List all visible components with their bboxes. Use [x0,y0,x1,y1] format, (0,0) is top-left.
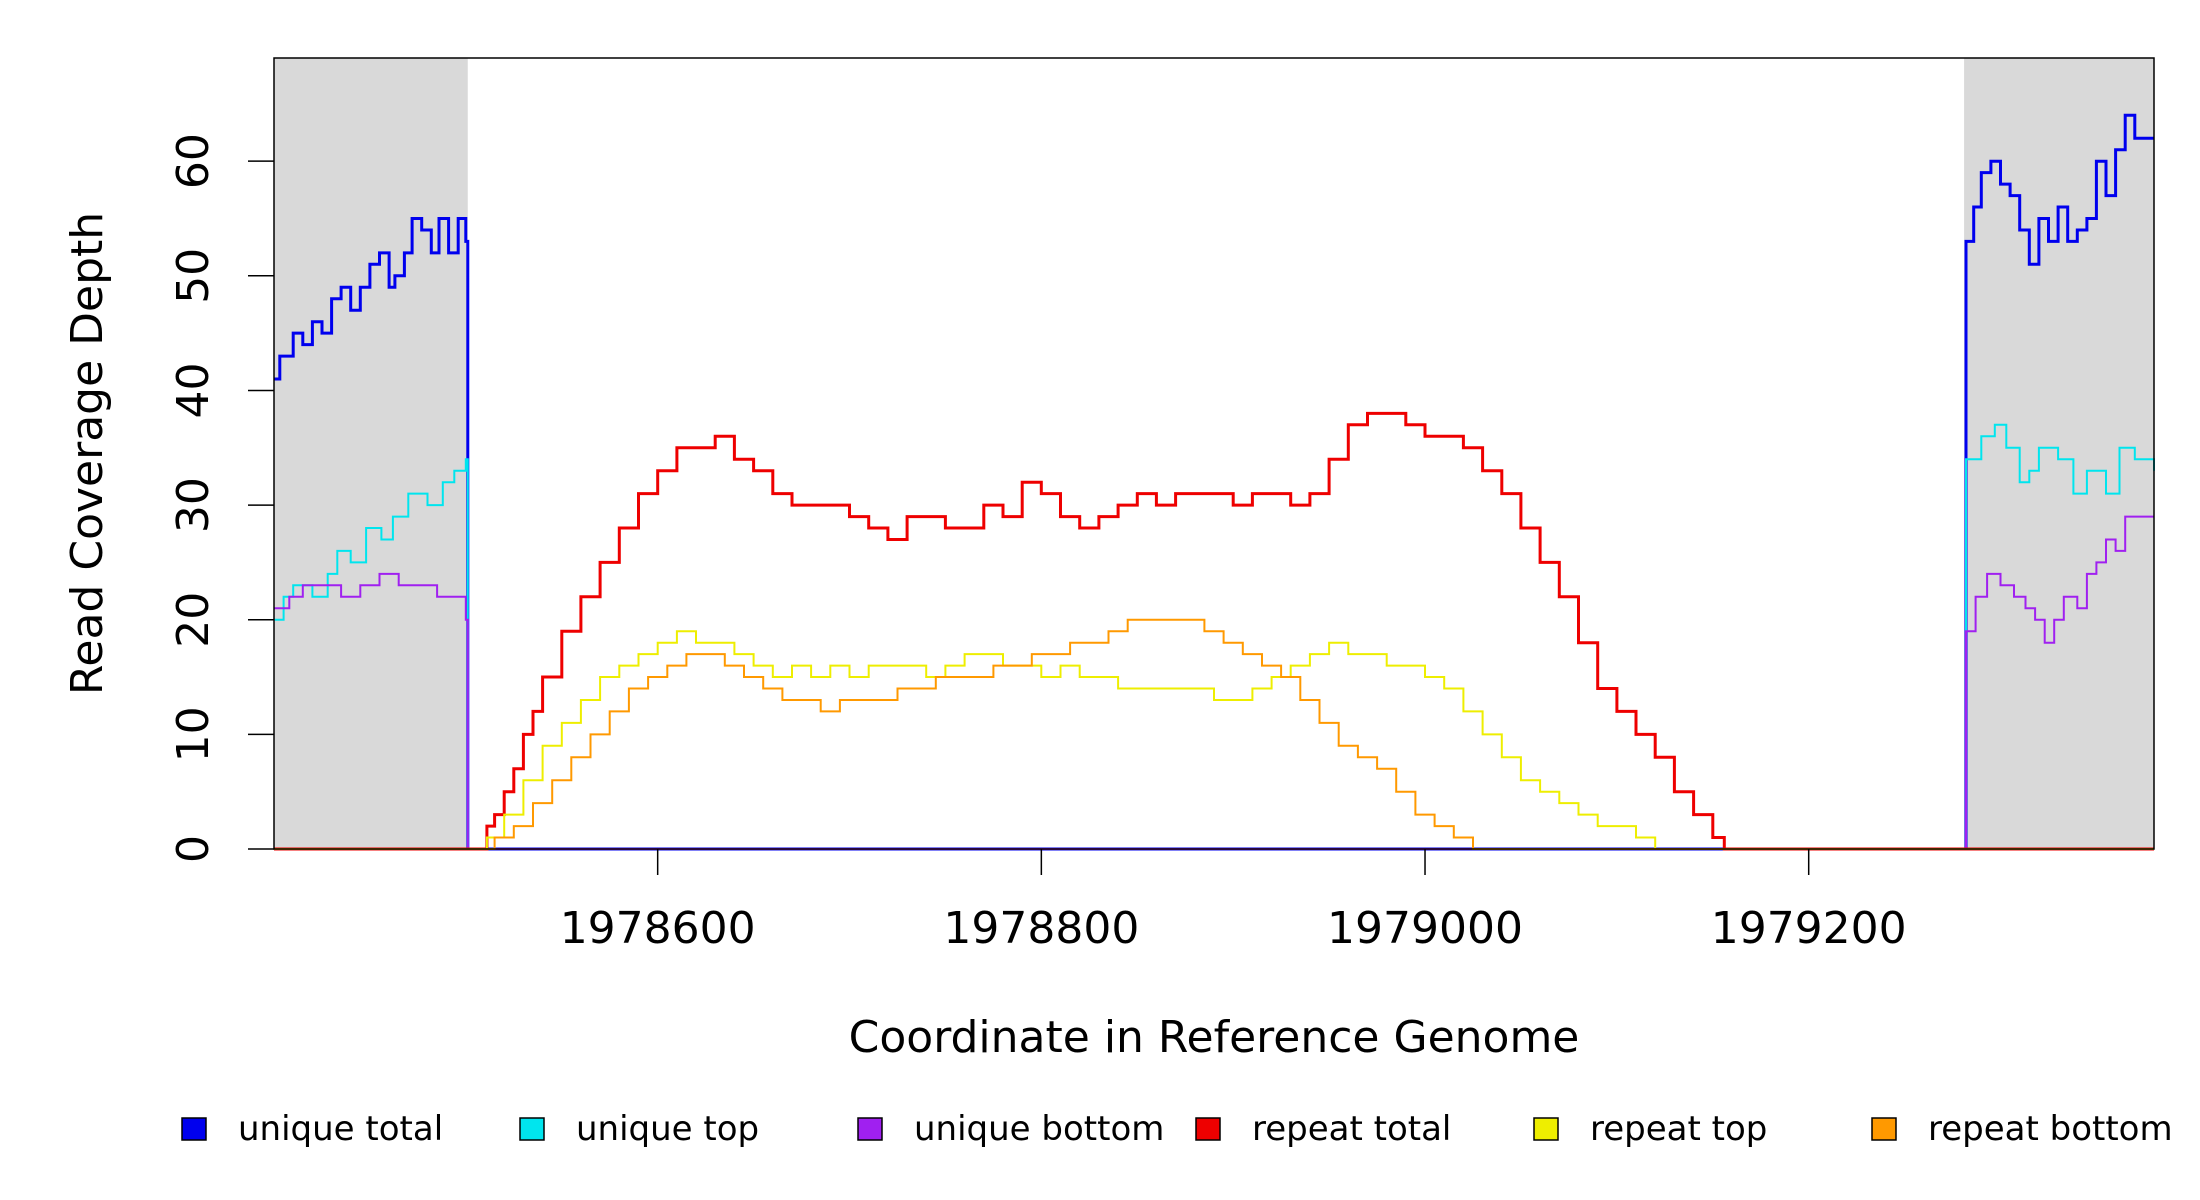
y-tick-label: 40 [168,362,219,418]
series-lines [274,113,2155,851]
y-axis-title: Read Coverage Depth [62,212,113,695]
x-tick-label: 1978600 [560,903,756,954]
x-axis-title: Coordinate in Reference Genome [849,1012,1580,1063]
shaded-region-1 [274,58,468,849]
series-line-repeat-bottom [274,618,2154,850]
legend: unique total unique top unique bottom repea… [181,1109,2173,1149]
x-tick-label: 1979200 [1711,903,1907,954]
x-axis: 1978600 1978800 1979000 1979200 [560,849,1907,954]
plot-frame [273,57,2155,850]
legend-label-repeat-top: repeat top [1590,1109,1767,1149]
legend-swatch-repeat-bottom [1871,1117,1897,1141]
x-tick-label: 1978800 [943,903,1139,954]
y-tick-label: 10 [168,706,219,762]
legend-swatch-repeat-total [1195,1117,1221,1141]
legend-label-unique-top: unique top [576,1109,759,1149]
legend-label-repeat-bottom: repeat bottom [1928,1109,2173,1149]
legend-label-unique-bottom: unique bottom [914,1109,1164,1149]
shaded-regions [274,58,2154,849]
series-line-repeat-top [274,630,2154,850]
y-tick-label: 0 [168,835,219,863]
y-axis: 0 10 20 30 40 50 60 [168,133,274,863]
y-tick-label: 50 [168,248,219,304]
y-tick-label: 30 [168,477,219,533]
legend-label-unique-total: unique total [238,1109,443,1149]
legend-swatch-unique-top [519,1117,545,1141]
y-tick-label: 60 [168,133,219,189]
y-tick-label: 20 [168,592,219,648]
series-line-repeat-total [274,411,2154,851]
series-line-unique-top [274,423,2155,850]
series-line-unique-bottom [274,515,2154,850]
legend-swatch-unique-total [181,1117,207,1141]
legend-swatch-repeat-top [1533,1117,1559,1141]
legend-label-repeat-total: repeat total [1252,1109,1451,1149]
series-line-unique-total [274,113,2154,851]
legend-swatch-unique-bottom [857,1117,883,1141]
x-tick-label: 1979000 [1327,903,1523,954]
